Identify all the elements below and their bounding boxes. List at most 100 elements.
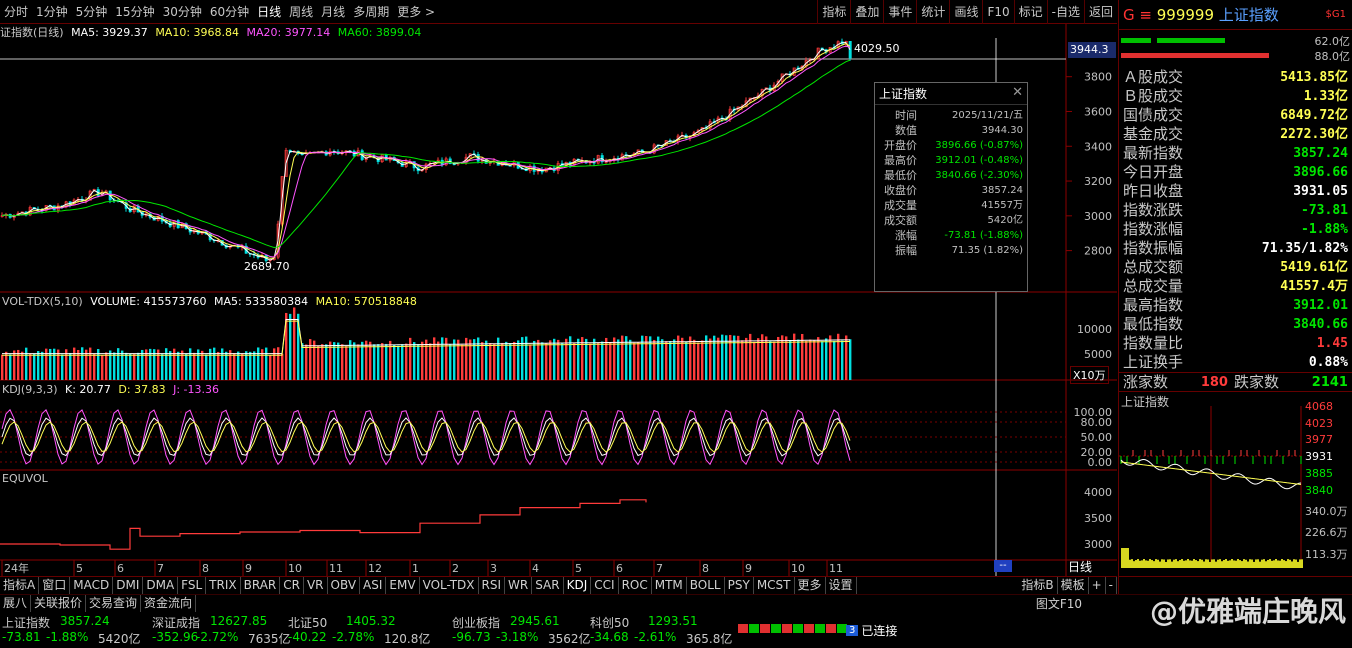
indicator-tab-11[interactable]: ASI — [360, 577, 387, 594]
mini-volume-bar — [1137, 559, 1139, 568]
equvol-ytick-label: 3000 — [1084, 538, 1112, 551]
period-tab-8[interactable]: 月线 — [321, 4, 346, 19]
indicator-tab-20[interactable]: MTM — [652, 577, 687, 594]
indicator-right-tab-1[interactable]: 模板 — [1058, 577, 1089, 594]
ticker-name[interactable]: 深证成指 — [152, 616, 201, 630]
mini-volume-bar — [1277, 560, 1279, 568]
ticker-name[interactable]: 上证指数 — [2, 616, 51, 630]
month-label: 12 — [368, 562, 382, 575]
mini-volume-bar — [1151, 560, 1153, 568]
indicator-tab-19[interactable]: ROC — [619, 577, 652, 594]
secondary-tab-3[interactable]: 资金流向 — [141, 595, 197, 612]
close-icon[interactable]: ✕ — [1012, 85, 1023, 100]
period-tab-3[interactable]: 15分钟 — [115, 4, 155, 19]
indicator-tab-10[interactable]: OBV — [328, 577, 361, 594]
volume-bar — [361, 341, 364, 380]
indicator-tab-23[interactable]: MCST — [754, 577, 795, 594]
period-tab-1[interactable]: 1分钟 — [36, 4, 68, 19]
secondary-tab-list: 展八 关联报价 交易查询 资金流向 — [0, 595, 197, 612]
connection-label: 已连接 — [861, 624, 898, 638]
tool-button-3[interactable]: 统计 — [916, 0, 949, 24]
tool-button-2[interactable]: 事件 — [883, 0, 916, 24]
tool-button-5[interactable]: F10 — [982, 0, 1013, 24]
indicator-tab-14[interactable]: RSI — [479, 577, 506, 594]
period-tab-2[interactable]: 5分钟 — [75, 4, 108, 19]
indicator-tab-16[interactable]: SAR — [532, 577, 564, 594]
volume-bar — [273, 348, 276, 380]
stat-row: 指数涨幅 -1.88% — [1119, 220, 1352, 239]
volume-ytick-label: 5000 — [1084, 348, 1112, 361]
volume-bar — [649, 336, 652, 380]
volume-bar — [241, 353, 244, 380]
secondary-tab-1[interactable]: 关联报价 — [31, 595, 87, 612]
chart-area[interactable]: 3800 3600 3400 3200 3000 2800 10000 5000 100.00 8… — [0, 24, 1117, 576]
watermark: @优雅端庄晚风 — [1149, 595, 1346, 628]
ma5-value: MA5: 3929.37 — [71, 26, 148, 39]
turnover-value: 0.88% — [1308, 355, 1348, 370]
tool-button-0[interactable]: 指标 — [817, 0, 850, 24]
indicator-tab-17[interactable]: KDJ — [564, 577, 592, 594]
indicator-tab-18[interactable]: CCI — [591, 577, 619, 594]
f10-tab[interactable]: 图文F10 — [1035, 597, 1082, 611]
mini-intraday-chart[interactable]: 上证指数 4068 4023 3977 3931 3885 3840 340.0万 226.6… — [1119, 391, 1352, 568]
indicator-tab-3[interactable]: DMI — [113, 577, 144, 594]
period-tab-9[interactable]: 多周期 — [353, 4, 390, 19]
period-tab-6[interactable]: 日线 — [257, 4, 282, 19]
mini-volume-bar — [1227, 560, 1229, 568]
tool-button-1[interactable]: 叠加 — [850, 0, 883, 24]
volume-bar — [389, 340, 392, 380]
tool-button-7[interactable]: -自选 — [1046, 0, 1084, 24]
secondary-tab-2[interactable]: 交易查询 — [86, 595, 142, 612]
indicator-tab-7[interactable]: BRAR — [241, 577, 281, 594]
right-spacer — [1118, 576, 1352, 594]
period-tab-7[interactable]: 周线 — [289, 4, 314, 19]
volume-bar — [333, 342, 336, 380]
ticker-name[interactable]: 创业板指 — [452, 616, 501, 630]
tool-button-6[interactable]: 标记 — [1013, 0, 1047, 24]
mini-volume-bar — [1181, 559, 1183, 568]
indicator-tab-9[interactable]: VR — [304, 577, 328, 594]
connection-status[interactable]: 3 已连接 — [846, 622, 897, 639]
volume-bar — [845, 335, 848, 380]
indicator-tab-8[interactable]: CR — [280, 577, 304, 594]
mini-volume-bar — [1127, 548, 1129, 568]
indicator-tab-2[interactable]: MACD — [70, 577, 114, 594]
indicator-right-tab-2[interactable]: + — [1089, 577, 1106, 594]
indicator-tab-12[interactable]: EMV — [386, 577, 420, 594]
volume-bar — [229, 350, 232, 380]
period-tab-4[interactable]: 30分钟 — [162, 4, 202, 19]
tooltip-row: 成交量 41557万 — [875, 198, 1027, 213]
indicator-right-tab-0[interactable]: 指标B — [1018, 577, 1058, 594]
month-label: 6 — [616, 562, 623, 575]
tool-button-8[interactable]: 返回 — [1083, 0, 1117, 24]
ticker-pct: -1.88% — [46, 630, 89, 644]
indicator-tab-22[interactable]: PSY — [725, 577, 754, 594]
indicator-tab-24[interactable]: 更多 — [795, 577, 826, 594]
ma60-value: MA60: 3899.04 — [337, 26, 422, 39]
indicator-tab-13[interactable]: VOL-TDX — [420, 577, 479, 594]
volume-bar — [629, 339, 632, 380]
volume-bar — [221, 348, 224, 380]
volume-bar — [225, 351, 228, 380]
indicator-tab-21[interactable]: BOLL — [687, 577, 725, 594]
ticker-name[interactable]: 科创50 — [590, 616, 630, 630]
indicator-tab-1[interactable]: 窗口 — [39, 577, 71, 594]
volume-bar — [457, 339, 460, 380]
tool-button-4[interactable]: 画线 — [949, 0, 982, 24]
volume-bar — [553, 338, 556, 380]
indicator-tab-25[interactable]: 设置 — [826, 577, 857, 594]
price-chart-svg[interactable]: 380036003400320030002800100005000100.008… — [0, 24, 1117, 576]
period-tab-5[interactable]: 60分钟 — [209, 4, 250, 19]
ticker-name[interactable]: 北证50 — [288, 616, 328, 630]
volume-bar — [581, 337, 584, 380]
indicator-tab-4[interactable]: DMA — [143, 577, 179, 594]
indicator-tab-15[interactable]: WR — [505, 577, 533, 594]
period-tab-10[interactable]: 更多 > — [397, 4, 436, 19]
indicator-tab-5[interactable]: FSL — [178, 577, 207, 594]
period-tab-0[interactable]: 分时 — [4, 4, 29, 19]
secondary-tab-0[interactable]: 展八 — [0, 595, 32, 612]
indicator-tab-6[interactable]: TRIX — [206, 577, 241, 594]
volume-bar — [829, 335, 832, 380]
indicator-right-tab-3[interactable]: - — [1106, 577, 1117, 594]
indicator-tab-0[interactable]: 指标A — [0, 577, 40, 594]
